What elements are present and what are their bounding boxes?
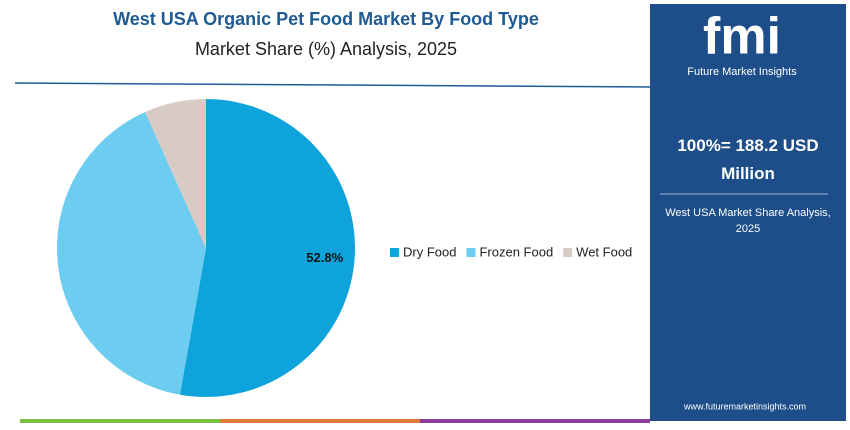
caption-box: West USA Market Share Analysis, 2025 bbox=[665, 207, 831, 235]
footer-strip bbox=[20, 419, 220, 423]
logo: fmi bbox=[703, 8, 781, 66]
pie-slice bbox=[145, 99, 206, 248]
total: 100%= 188.2 USD Million bbox=[677, 136, 819, 183]
footer-strip bbox=[420, 419, 650, 423]
brand: Future Market Insights bbox=[687, 66, 797, 78]
pie-slice bbox=[179, 98, 356, 398]
footer-strip bbox=[220, 419, 420, 423]
pie-slice bbox=[57, 112, 206, 395]
legend-label: Wet Food bbox=[576, 244, 632, 259]
chart-subtitle: Market Share (%) Analysis, 2025 bbox=[195, 39, 457, 59]
divider bbox=[14, 82, 651, 88]
legend-label: Frozen Food bbox=[479, 244, 553, 259]
legend-swatch bbox=[466, 248, 476, 257]
data-label: 52.8% bbox=[306, 250, 343, 265]
url: www.futuremarketinsights.com bbox=[683, 401, 806, 411]
legend-swatch bbox=[563, 248, 573, 257]
total-box: 100%= 188.2 USD Million bbox=[677, 136, 819, 183]
legend-label: Dry Food bbox=[403, 244, 456, 259]
caption: West USA Market Share Analysis, 2025 bbox=[665, 207, 831, 235]
legend-swatch bbox=[390, 248, 399, 257]
info-panel bbox=[650, 4, 846, 421]
chart-title: West USA Organic Pet Food Market By Food… bbox=[113, 9, 539, 29]
